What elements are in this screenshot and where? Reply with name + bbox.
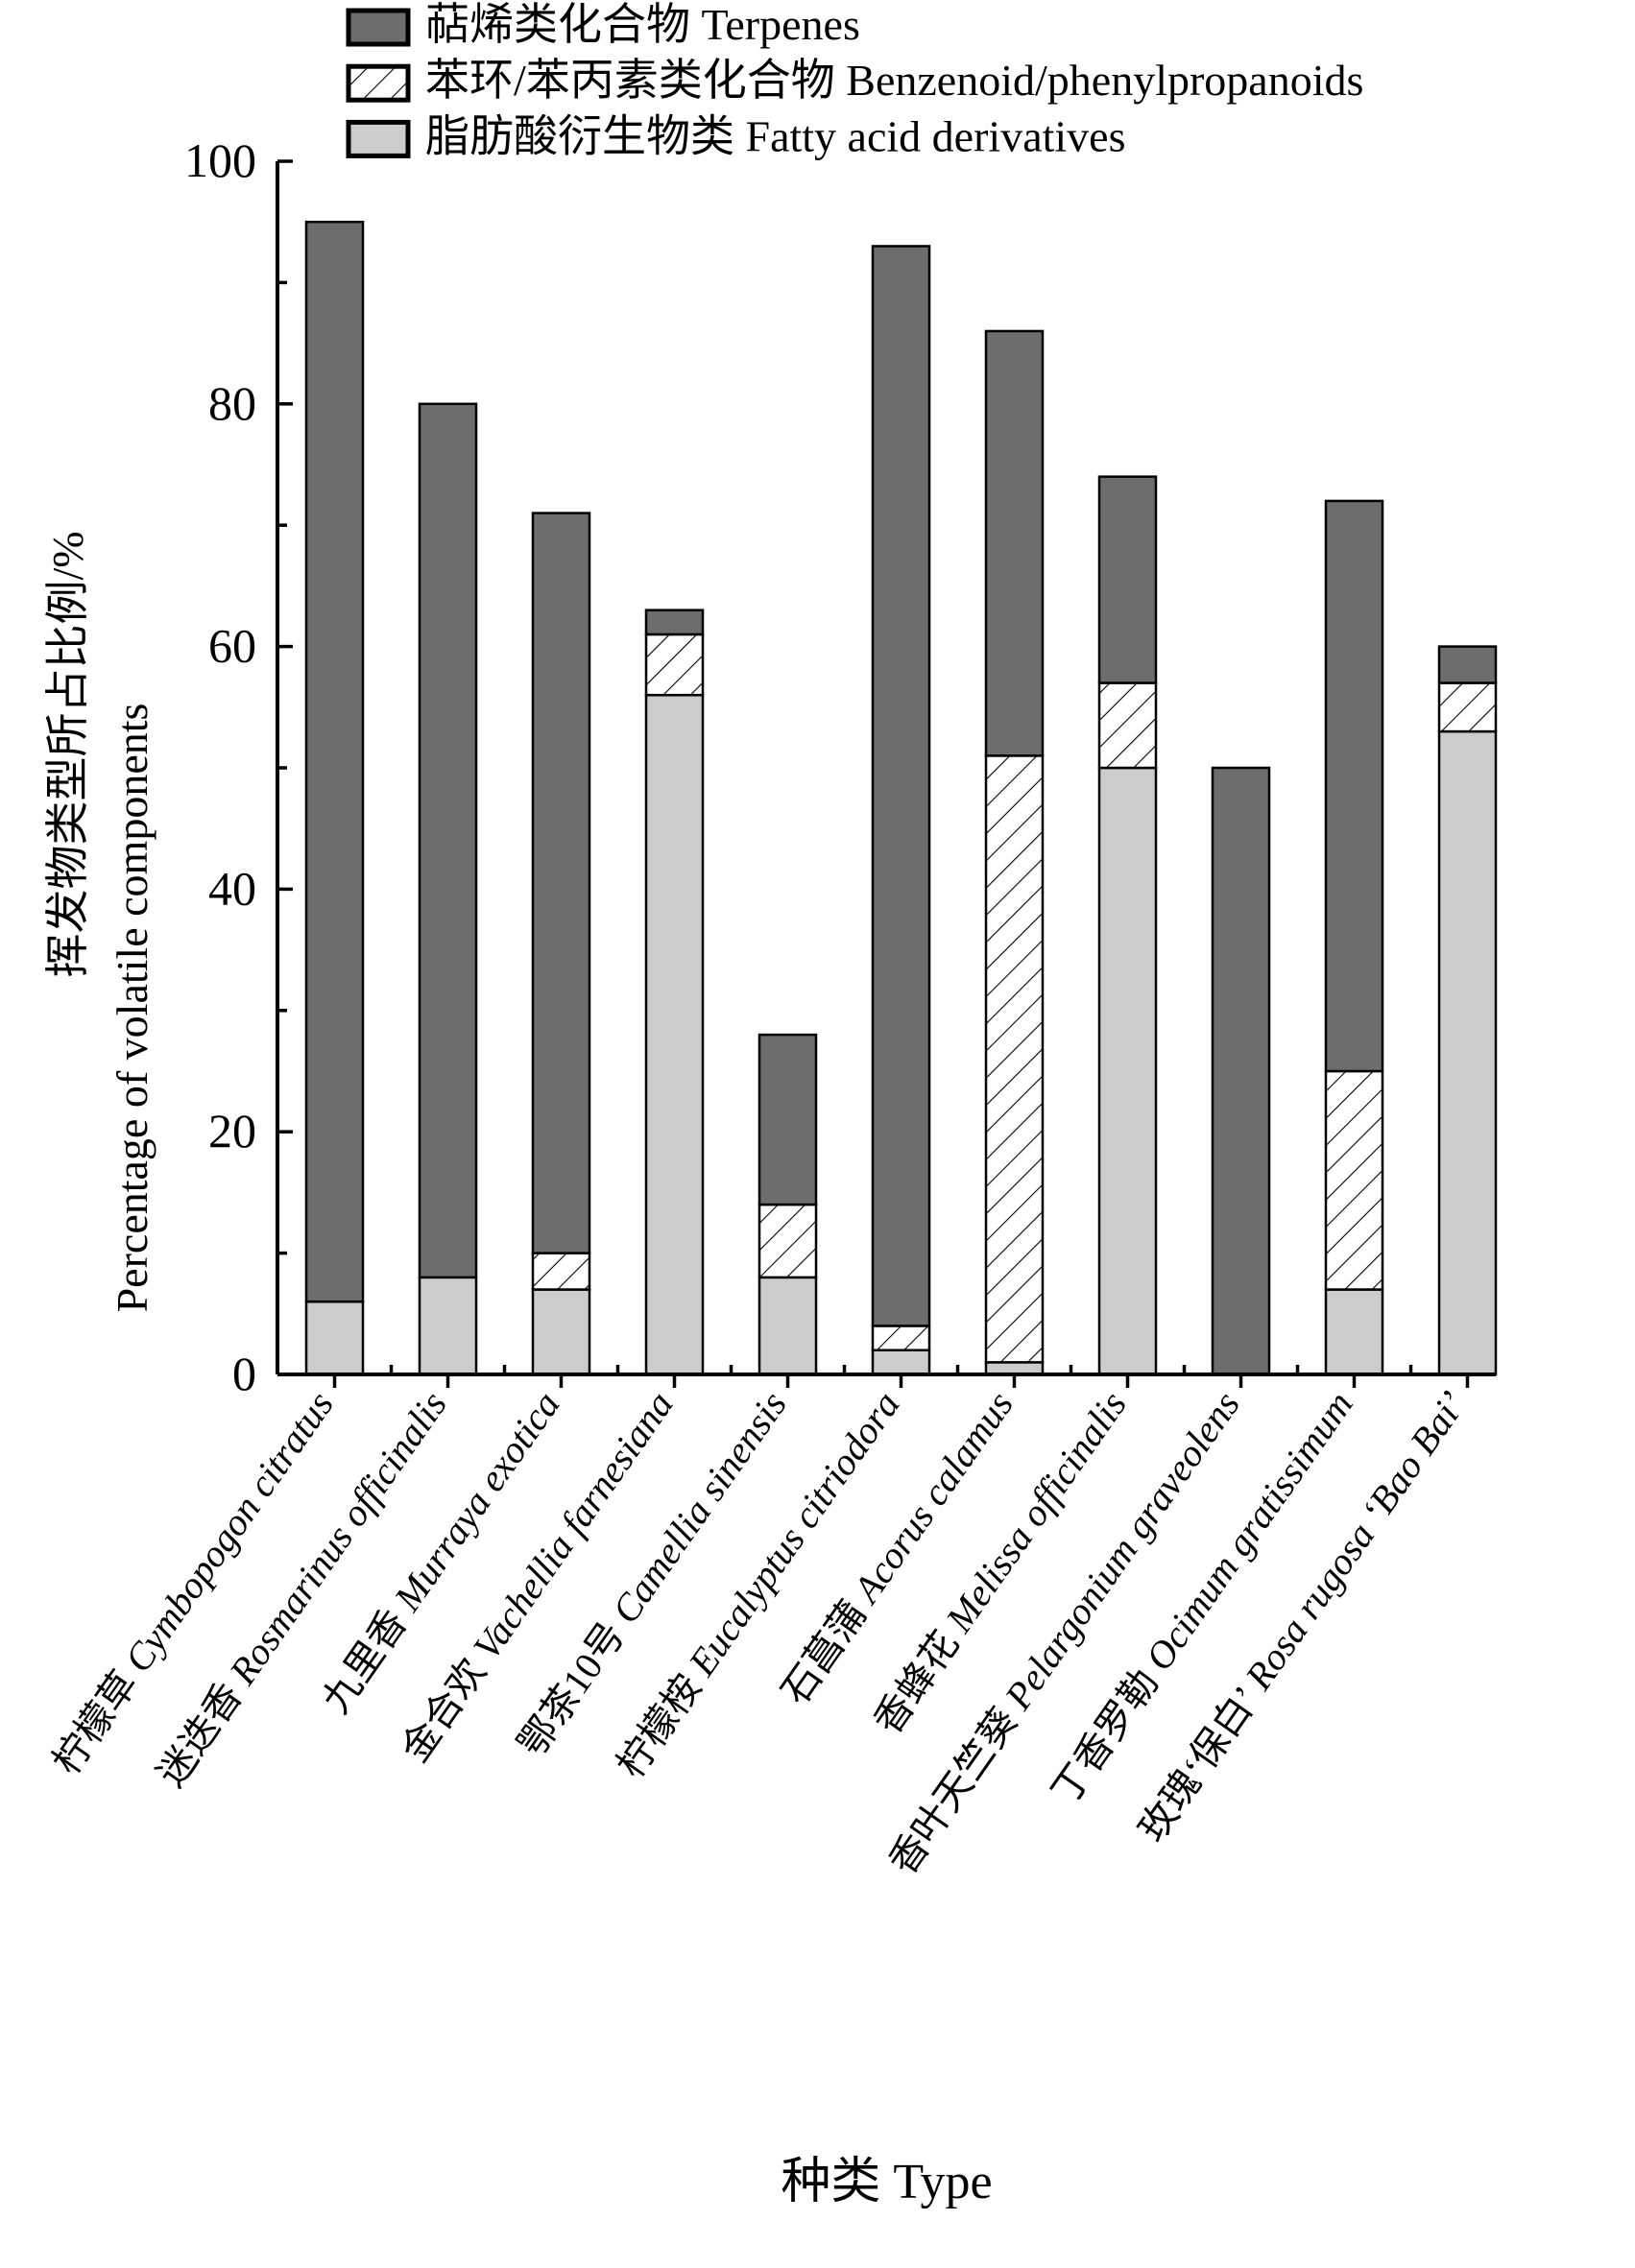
svg-text:20: 20 [208,1104,256,1158]
svg-text:60: 60 [208,619,256,673]
svg-text:脂肪酸衍生物类 Fatty acid derivatives: 脂肪酸衍生物类 Fatty acid derivatives [425,111,1126,160]
svg-text:苯环/苯丙素类化合物 Benzenoid/phenylpro: 苯环/苯丙素类化合物 Benzenoid/phenylpropanoids [425,56,1363,105]
svg-text:种类 Type: 种类 Type [781,2155,992,2209]
svg-text:0: 0 [232,1347,256,1400]
svg-text:80: 80 [208,376,256,430]
svg-text:40: 40 [208,861,256,915]
svg-text:100: 100 [184,133,256,187]
svg-text:萜烯类化合物 Terpenes: 萜烯类化合物 Terpenes [425,0,860,49]
svg-text:挥发物类型所占比例/%: 挥发物类型所占比例/% [43,531,92,977]
svg-text:Percentage of volatile compone: Percentage of volatile components [108,704,156,1313]
